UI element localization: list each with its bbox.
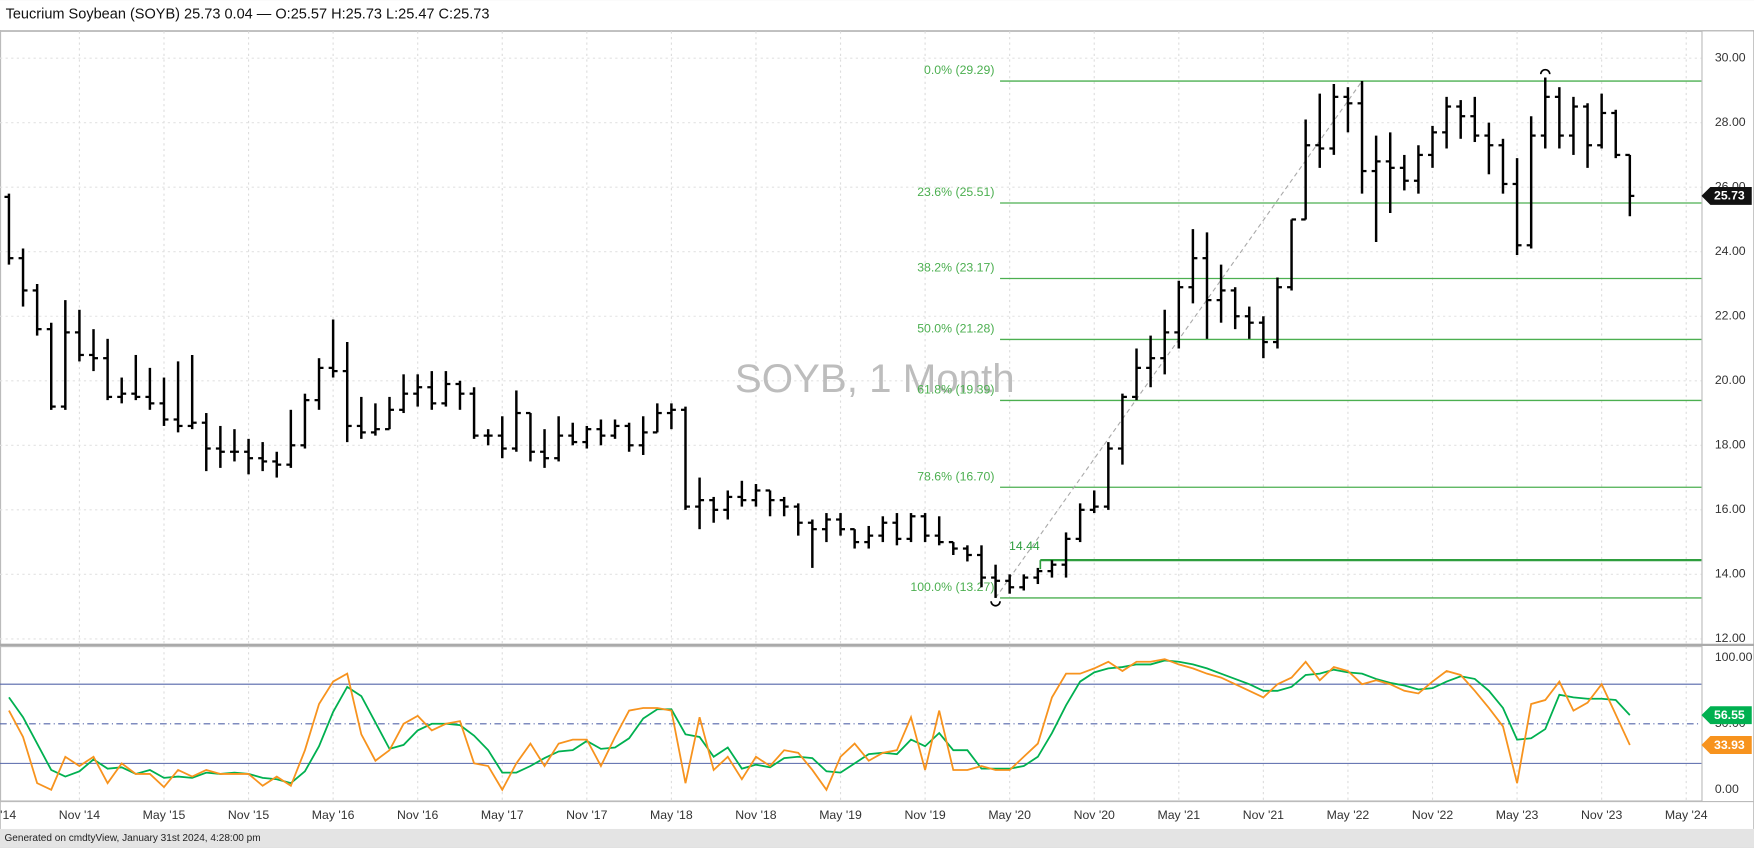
oscillator-line — [8, 658, 1631, 792]
header-title: Teucrium Soybean (SOYB) 25.73 0.04 — O:2… — [6, 6, 490, 22]
x-tick-label: Nov '19 — [904, 808, 945, 822]
header-bar — [0, 0, 1754, 31]
y-tick-label: 24.00 — [1715, 244, 1746, 258]
x-tick-label: May '14 — [0, 808, 16, 822]
swing-low-marker — [990, 601, 1001, 607]
oscillator-tag: 56.55 — [1714, 708, 1745, 722]
x-tick-label: May '20 — [988, 808, 1031, 822]
x-tick-label: May '21 — [1157, 808, 1200, 822]
y-tick-label: 100.00 — [1715, 650, 1753, 664]
grid — [0, 31, 1702, 801]
oscillator-line — [8, 659, 1631, 785]
price-tag-bg — [1701, 186, 1752, 205]
y-tick-label: 0.00 — [1715, 782, 1739, 796]
y-tick-label: 14.00 — [1715, 567, 1746, 581]
y-tick-label: 28.00 — [1715, 115, 1746, 129]
x-tick-label: May '17 — [481, 808, 524, 822]
x-tick-label: May '15 — [143, 808, 186, 822]
x-tick-label: May '18 — [650, 808, 693, 822]
x-tick-label: Nov '23 — [1581, 808, 1622, 822]
price-tag: 25.73 — [1714, 189, 1745, 203]
fib-label: 0.0% (29.29) — [924, 63, 994, 77]
oscillator-tag: 33.93 — [1714, 738, 1745, 752]
oscillator-tag-bg — [1701, 706, 1752, 725]
x-tick-label: Nov '17 — [566, 808, 607, 822]
x-tick-label: May '24 — [1665, 808, 1708, 822]
fib-label: 38.2% (23.17) — [917, 261, 994, 275]
fib-label: 61.8% (19.39) — [917, 383, 994, 397]
x-tick-label: May '22 — [1327, 808, 1370, 822]
y-tick-label: 22.00 — [1715, 308, 1746, 322]
y-tick-label: 18.00 — [1715, 438, 1746, 452]
x-tick-label: May '19 — [819, 808, 862, 822]
fib-label: 50.0% (21.28) — [917, 322, 994, 336]
x-tick-label: Nov '16 — [397, 808, 438, 822]
x-tick-label: Nov '21 — [1243, 808, 1284, 822]
fib-label: 23.6% (25.51) — [917, 185, 994, 199]
x-tick-label: May '23 — [1496, 808, 1539, 822]
footer-text: Generated on cmdtyView, January 31st 202… — [4, 833, 260, 844]
x-tick-label: Nov '14 — [59, 808, 100, 822]
y-tick-label: 20.00 — [1715, 373, 1746, 387]
level-label: 14.44 — [1009, 539, 1040, 553]
fib-label: 78.6% (16.70) — [917, 469, 994, 483]
fib-label: 100.0% (13.27) — [910, 580, 994, 594]
x-tick-label: Nov '18 — [735, 808, 776, 822]
y-tick-label: 12.00 — [1715, 631, 1746, 645]
x-tick-label: Nov '20 — [1074, 808, 1115, 822]
y-tick-label: 16.00 — [1715, 502, 1746, 516]
footer-bar — [0, 828, 1754, 848]
watermark: SOYB, 1 Month — [735, 356, 1015, 401]
x-tick-label: May '16 — [312, 808, 355, 822]
plot-layer: May '14 Nov '14 May '15 Nov '15 May '16 Nov '… — [0, 50, 1753, 822]
oscillator-tag-bg — [1701, 736, 1752, 754]
swing-high-marker — [1539, 68, 1551, 75]
x-tick-label: Nov '22 — [1412, 808, 1453, 822]
y-tick-label: 30.00 — [1715, 50, 1746, 64]
x-tick-label: Nov '15 — [228, 808, 269, 822]
